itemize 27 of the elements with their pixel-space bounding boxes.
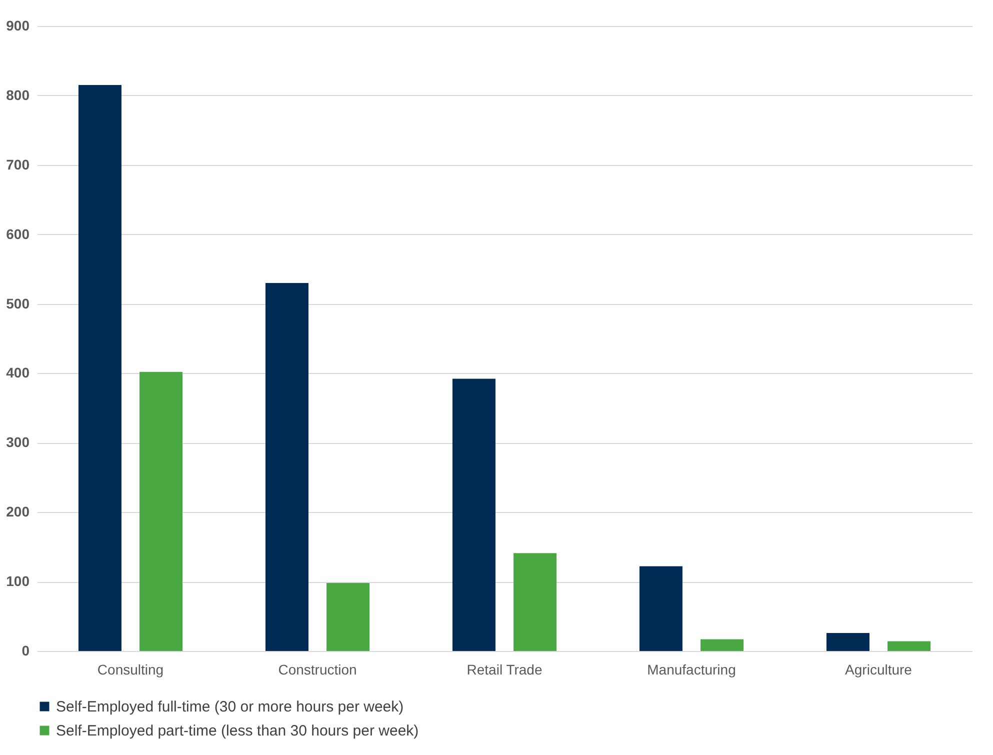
bar: [452, 378, 496, 651]
bar: [140, 372, 183, 651]
bar: [78, 85, 122, 651]
bar: [326, 582, 370, 651]
legend-label: Self-Employed part-time (less than 30 hours per week): [56, 722, 419, 740]
y-tick-label: 200: [6, 504, 30, 520]
x-tick-label: Construction: [278, 662, 357, 678]
y-tick-label: 700: [6, 156, 30, 172]
y-tick-label: 800: [6, 86, 30, 103]
legend-label: Self-Employed full-time (30 or more hours per week): [56, 698, 404, 716]
bar: [639, 566, 682, 651]
x-tick-label: Consulting: [97, 662, 164, 678]
y-tick-label: 900: [6, 18, 30, 34]
y-tick-label: 600: [6, 226, 30, 242]
y-tick-label: 100: [6, 573, 30, 590]
y-tick-label: 400: [6, 364, 30, 381]
bar: [265, 282, 308, 651]
y-tick-label: 0: [22, 642, 30, 658]
bar: [514, 553, 557, 651]
x-tick-label: Agriculture: [845, 662, 912, 678]
bar: [700, 639, 744, 651]
bar: [888, 641, 931, 651]
y-tick-label: 300: [6, 434, 30, 450]
bar: [826, 632, 870, 651]
y-tick-label: 500: [6, 295, 30, 312]
x-tick-label: Manufacturing: [647, 662, 736, 678]
x-tick-label: Retail Trade: [466, 662, 542, 678]
